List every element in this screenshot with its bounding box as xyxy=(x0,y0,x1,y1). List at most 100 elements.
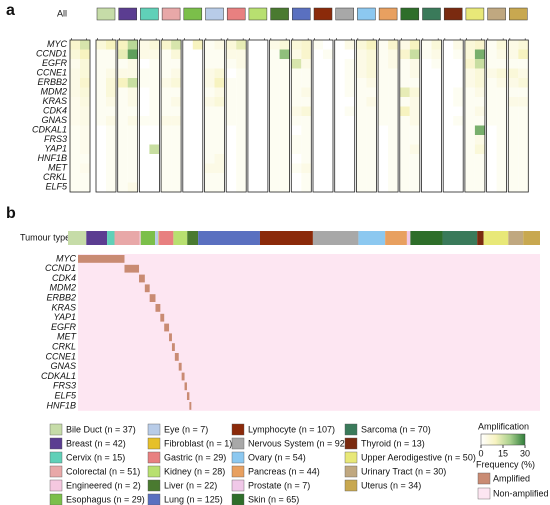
heatmap-cell xyxy=(161,87,172,97)
heatmap-cell xyxy=(518,87,529,97)
heatmap-cell xyxy=(399,135,410,145)
heatmap-cell xyxy=(508,135,519,145)
heatmap-cell xyxy=(378,135,389,145)
heatmap-cell xyxy=(409,182,420,192)
heatmap-cell xyxy=(356,59,367,69)
heatmap-cell xyxy=(149,59,160,69)
heatmap-cell xyxy=(313,40,323,50)
heatmap-cell xyxy=(518,125,529,135)
heatmap-cell xyxy=(182,78,193,88)
heatmap-cell xyxy=(399,116,410,126)
heatmap-cell xyxy=(356,163,367,173)
heatmap-cell xyxy=(182,97,193,107)
heatmap-cell xyxy=(378,59,389,69)
heatmap-cell xyxy=(117,154,128,164)
heatmap-cell xyxy=(464,144,475,154)
heatmap-cell xyxy=(171,182,182,192)
heatmap-cell xyxy=(474,87,485,97)
heatmap-cell xyxy=(269,163,280,173)
heatmap-cell xyxy=(279,59,290,69)
group-border xyxy=(225,39,247,193)
heatmap-cell xyxy=(366,163,377,173)
legend-swatch xyxy=(231,493,245,505)
heatmap-cell xyxy=(334,78,345,88)
tumour-type-segment xyxy=(508,231,524,245)
heatmap-cell xyxy=(204,40,215,50)
heatmap-cell xyxy=(486,163,497,173)
heatmap-cell xyxy=(518,78,529,88)
heatmap-cell xyxy=(192,173,203,183)
heatmap-cell xyxy=(139,97,150,107)
heatmap-cell xyxy=(161,68,172,78)
heatmap-cell xyxy=(269,125,280,135)
heatmap-cell xyxy=(496,154,507,164)
gene-label: KRAS xyxy=(51,302,76,312)
heatmap-cell xyxy=(80,182,90,192)
group-color xyxy=(357,7,376,21)
legend-label: Ovary (n = 54) xyxy=(248,452,306,462)
heatmap-cell xyxy=(291,182,302,192)
heatmap-cell xyxy=(474,40,485,50)
heatmap-cell xyxy=(214,87,225,97)
group-color xyxy=(96,7,116,21)
legend-swatch xyxy=(49,451,63,464)
legend-swatch xyxy=(344,437,358,450)
heatmap-cell xyxy=(356,135,367,145)
heatmap-cell xyxy=(214,106,225,116)
legend-label: Lymphocyte (n = 107) xyxy=(248,424,335,434)
legend-swatch xyxy=(231,451,245,464)
heatmap-cell xyxy=(334,173,345,183)
heatmap-cell xyxy=(214,97,225,107)
heatmap-cell xyxy=(269,182,280,192)
heatmap-cell xyxy=(171,68,182,78)
heatmap-cell xyxy=(171,87,182,97)
heatmap-cell xyxy=(149,154,160,164)
group-border xyxy=(312,39,334,193)
heatmap-cell xyxy=(161,125,172,135)
group-border xyxy=(117,39,139,193)
gene-label: CDK4 xyxy=(43,106,67,116)
heatmap-cell xyxy=(453,40,464,50)
tumour-type-segment xyxy=(86,231,108,245)
heatmap-cell xyxy=(344,135,355,145)
legend-label: Engineered (n = 2) xyxy=(66,480,141,490)
heatmap-cell xyxy=(70,40,80,50)
tumour-type-segment xyxy=(477,231,484,245)
amplified-block xyxy=(186,392,190,400)
heatmap-cell xyxy=(399,97,410,107)
heatmap-cell xyxy=(378,163,389,173)
heatmap-cell xyxy=(279,97,290,107)
heatmap-cell xyxy=(247,163,258,173)
group-border xyxy=(399,39,421,193)
heatmap-cell xyxy=(106,68,116,78)
heatmap-cell xyxy=(247,154,258,164)
heatmap-cell xyxy=(182,125,193,135)
heatmap-cell xyxy=(453,78,464,88)
heatmap-cell xyxy=(127,87,138,97)
heatmap-cell xyxy=(204,125,215,135)
heatmap-cell xyxy=(518,182,529,192)
heatmap-cell xyxy=(117,144,128,154)
group-color xyxy=(183,7,203,21)
legend-label: Uterus (n = 34) xyxy=(361,480,421,490)
row-label: Tumour type xyxy=(20,232,70,242)
gene-label: GNAS xyxy=(50,361,76,371)
legend-swatch xyxy=(344,465,358,478)
tumour-type-segment xyxy=(523,231,540,245)
heatmap-cell xyxy=(421,163,432,173)
heatmap-cell xyxy=(388,182,399,192)
heatmap-cell xyxy=(236,106,247,116)
group-color xyxy=(205,7,224,21)
heatmap-cell xyxy=(247,173,258,183)
heatmap-cell xyxy=(378,154,389,164)
heatmap-cell xyxy=(117,97,128,107)
group-color xyxy=(118,7,137,21)
heatmap-cell xyxy=(356,106,367,116)
heatmap-cell xyxy=(313,68,323,78)
tumour-type-segment xyxy=(159,231,174,245)
heatmap-cell xyxy=(149,135,160,145)
heatmap-cell xyxy=(378,144,389,154)
gene-label: YAP1 xyxy=(53,312,76,322)
group-border xyxy=(486,39,508,193)
heatmap-cell xyxy=(214,173,225,183)
